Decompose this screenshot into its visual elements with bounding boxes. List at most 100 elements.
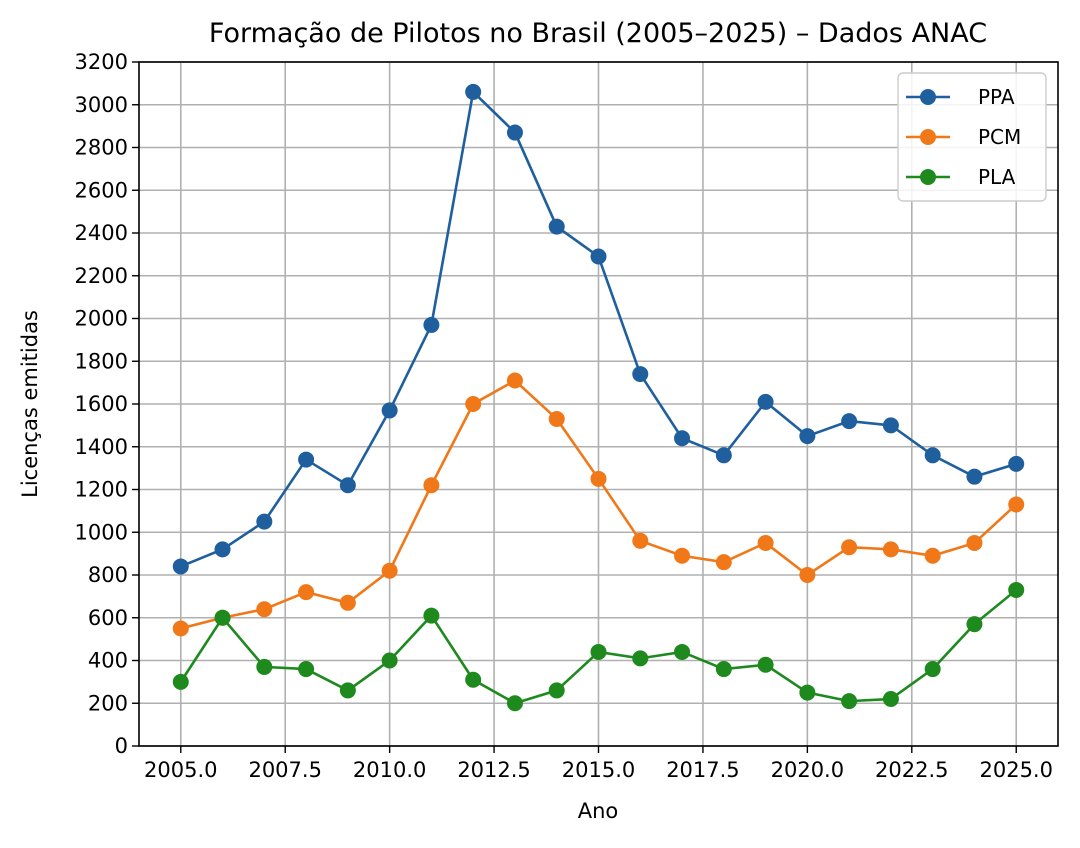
legend-marker xyxy=(920,129,936,145)
y-tick-label: 1800 xyxy=(75,349,128,373)
data-point-pcm xyxy=(256,601,273,618)
data-point-pcm xyxy=(924,547,941,564)
x-tick-label: 2015.0 xyxy=(562,758,635,782)
data-point-pla xyxy=(548,682,565,699)
x-tick-label: 2017.5 xyxy=(666,758,739,782)
data-point-pla xyxy=(172,673,189,690)
legend-item-pla: PLA xyxy=(906,165,1016,189)
data-point-pcm xyxy=(172,620,189,637)
data-point-pcm xyxy=(298,584,315,601)
series-ppa xyxy=(172,83,1025,575)
y-tick-label: 200 xyxy=(88,691,128,715)
legend-marker xyxy=(920,169,936,185)
data-point-ppa xyxy=(799,428,816,445)
series-pcm xyxy=(172,372,1025,637)
data-point-ppa xyxy=(757,393,774,410)
series-group xyxy=(172,83,1025,712)
x-tick-label: 2005.0 xyxy=(144,758,217,782)
data-point-pla xyxy=(841,693,858,710)
data-point-ppa xyxy=(381,402,398,419)
data-point-pcm xyxy=(381,562,398,579)
y-tick-label: 3000 xyxy=(75,93,128,117)
data-point-pcm xyxy=(841,539,858,556)
y-tick-label: 2600 xyxy=(75,178,128,202)
y-tick-label: 0 xyxy=(115,734,128,758)
y-axis-label: Licenças emitidas xyxy=(18,310,42,498)
y-tick-label: 800 xyxy=(88,563,128,587)
data-point-ppa xyxy=(674,430,691,447)
data-point-pcm xyxy=(1008,496,1025,513)
y-tick-label: 400 xyxy=(88,649,128,673)
data-point-ppa xyxy=(423,316,440,333)
legend-marker xyxy=(920,89,936,105)
data-point-pla xyxy=(799,684,816,701)
x-tick-label: 2010.0 xyxy=(353,758,426,782)
x-ticks: 2005.0 2007.5 2010.0 2012.5 2015.0 2017.5 2020… xyxy=(144,746,1053,782)
data-point-pla xyxy=(882,690,899,707)
data-point-pcm xyxy=(799,567,816,583)
y-tick-label: 1200 xyxy=(75,478,128,502)
data-point-pla xyxy=(590,643,607,660)
data-point-ppa xyxy=(548,218,565,235)
data-point-pla xyxy=(506,695,523,712)
y-tick-label: 1000 xyxy=(75,520,128,544)
data-point-pla xyxy=(465,671,482,688)
x-tick-label: 2007.5 xyxy=(248,758,321,782)
data-point-ppa xyxy=(465,83,482,100)
data-point-pcm xyxy=(590,470,607,487)
x-tick-label: 2025.0 xyxy=(979,758,1052,782)
y-tick-label: 1600 xyxy=(75,392,128,416)
data-point-pla xyxy=(757,656,774,673)
data-point-pcm xyxy=(674,547,691,564)
y-tick-label: 2200 xyxy=(75,264,128,288)
data-point-pcm xyxy=(465,396,482,412)
data-point-pcm xyxy=(506,372,523,389)
x-tick-label: 2022.5 xyxy=(875,758,948,782)
data-point-ppa xyxy=(506,124,523,141)
x-tick-label: 2012.5 xyxy=(457,758,530,782)
chart-title: Formação de Pilotos no Brasil (2005–2025… xyxy=(209,18,987,49)
x-axis-label: Ano xyxy=(578,799,619,823)
legend-box xyxy=(897,72,1047,202)
data-point-pla xyxy=(339,682,356,699)
data-point-pla xyxy=(214,609,231,626)
data-point-ppa xyxy=(172,558,189,575)
y-tick-label: 1400 xyxy=(75,435,128,459)
data-point-ppa xyxy=(924,447,941,464)
data-point-ppa xyxy=(966,468,983,485)
legend-item-ppa: PPA xyxy=(906,85,1015,109)
data-point-pla xyxy=(674,643,691,660)
y-tick-label: 3200 xyxy=(75,50,128,74)
data-point-ppa xyxy=(1008,455,1025,472)
data-point-ppa xyxy=(256,513,273,530)
y-tick-label: 2400 xyxy=(75,221,128,245)
data-point-pla xyxy=(924,661,941,678)
y-tick-label: 2000 xyxy=(75,307,128,331)
y-ticks: 0 200 400 600 800 1000 1200 1400 1600 1800 2000 220… xyxy=(75,50,139,758)
data-point-pcm xyxy=(757,534,774,551)
data-point-pcm xyxy=(882,541,899,558)
data-point-ppa xyxy=(214,541,231,558)
data-point-ppa xyxy=(339,477,356,494)
x-tick-label: 2020.0 xyxy=(771,758,844,782)
series-pla xyxy=(172,581,1025,712)
legend-label: PPA xyxy=(978,85,1015,109)
data-point-pla xyxy=(966,616,983,633)
data-point-pcm xyxy=(548,410,565,427)
legend: PPA PCM PLA xyxy=(897,72,1047,202)
data-point-ppa xyxy=(632,366,649,383)
data-point-pla xyxy=(381,652,398,669)
data-point-ppa xyxy=(590,248,607,265)
data-point-ppa xyxy=(882,417,899,434)
data-point-pcm xyxy=(966,534,983,551)
legend-label: PCM xyxy=(978,125,1021,149)
data-point-pcm xyxy=(715,554,732,571)
y-tick-label: 2800 xyxy=(75,136,128,160)
legend-item-pcm: PCM xyxy=(906,125,1021,149)
legend-label: PLA xyxy=(978,165,1016,189)
data-point-pcm xyxy=(339,594,356,611)
data-point-pla xyxy=(256,658,273,675)
data-point-pla xyxy=(423,607,440,624)
data-point-ppa xyxy=(841,413,858,430)
